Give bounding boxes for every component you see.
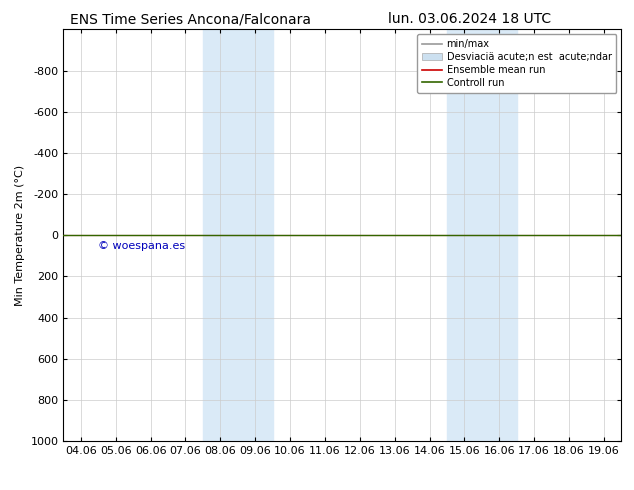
Text: ENS Time Series Ancona/Falconara: ENS Time Series Ancona/Falconara <box>70 12 311 26</box>
Legend: min/max, Desviaciä acute;n est  acute;ndar, Ensemble mean run, Controll run: min/max, Desviaciä acute;n est acute;nda… <box>417 34 616 93</box>
Bar <box>203 29 273 441</box>
Text: lun. 03.06.2024 18 UTC: lun. 03.06.2024 18 UTC <box>387 12 551 26</box>
Text: © woespana.es: © woespana.es <box>98 242 185 251</box>
Bar <box>447 29 517 441</box>
Y-axis label: Min Temperature 2m (°C): Min Temperature 2m (°C) <box>15 165 25 306</box>
